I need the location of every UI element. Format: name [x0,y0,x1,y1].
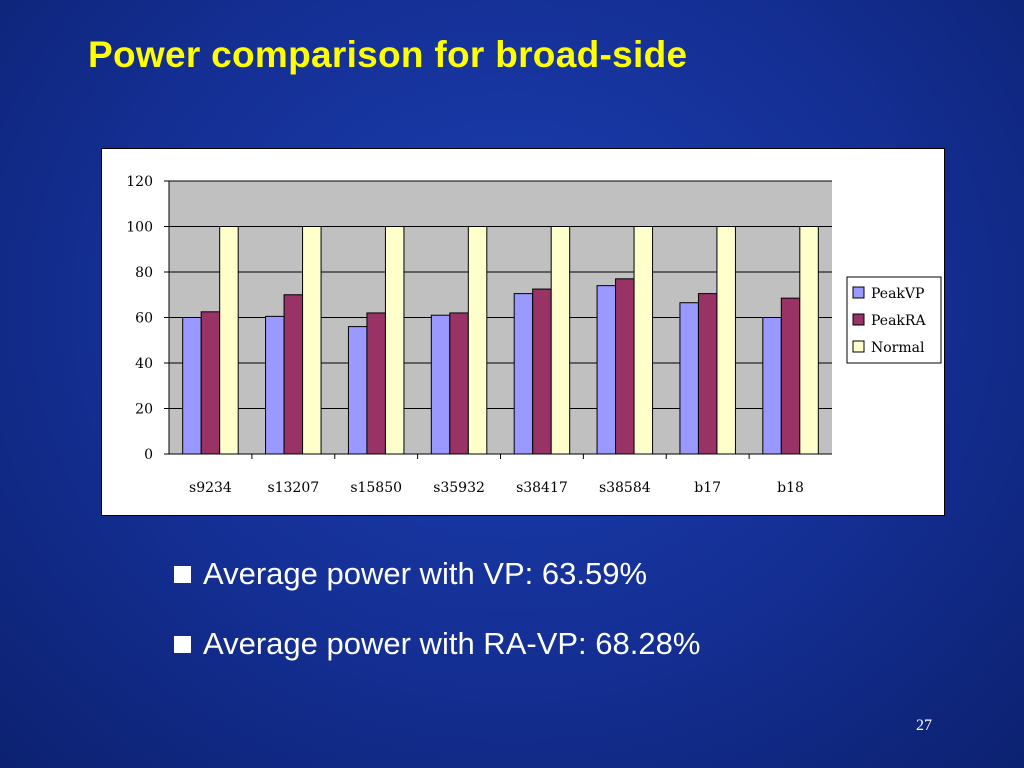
square-bullet-icon [174,565,191,583]
x-tick-label: b17 [694,480,721,496]
square-bullet-icon [174,635,191,653]
bar-normal-b17 [716,226,736,455]
bar-peakvp-s15850 [347,326,368,455]
bar-peakra-b18 [780,297,801,455]
bar-normal-s15850 [384,226,405,455]
bar-peakvp-b18 [762,317,782,455]
y-tick-label: 20 [135,402,153,418]
bar-chart: 0 20 40 60 80 100 120 s9234 s13207 s15850 s35932 s3… [126,174,942,496]
y-tick-label: 80 [135,265,153,281]
bar-normal-b18 [799,226,819,455]
bar-peakra-s38417 [532,288,552,455]
bar-peakvp-s35932 [430,314,451,455]
bar-normal-s38584 [633,226,654,455]
chart-panel: 0 20 40 60 80 100 120 s9234 s13207 s15850 s35932 s3… [101,148,945,516]
y-tick-label: 0 [144,447,153,463]
bar-peakra-s9234 [200,311,221,455]
bar-normal-s38417 [550,226,571,455]
bullet-item: Average power with RA-VP: 68.28% [174,626,700,662]
x-tick-label: s13207 [267,480,319,496]
legend-label-peakra: PeakRA [871,313,926,329]
bar-peakvp-s38417 [513,293,534,455]
bar-peakra-s13207 [283,294,304,455]
y-tick-label: 120 [126,174,153,190]
bar-normal-s35932 [467,226,488,455]
x-tick-label: b18 [777,480,804,496]
bar-peakvp-s38584 [596,285,617,455]
bar-normal-s13207 [302,226,322,455]
bar-peakra-s35932 [449,312,469,455]
legend-swatch-peakvp [852,286,865,299]
bar-normal-s9234 [219,226,239,455]
legend-label-normal: Normal [871,340,925,356]
x-tick-label: s9234 [189,480,232,496]
y-tick-label: 40 [135,356,153,372]
bar-peakra-s38584 [615,278,635,455]
slide-title: Power comparison for broad-side [88,34,688,75]
y-tick-label: 60 [135,311,153,327]
x-tick-label: s35932 [433,480,485,496]
legend-swatch-peakra [852,313,865,326]
x-tick-label: s38584 [599,480,651,496]
legend-label-peakvp: PeakVP [871,286,924,302]
bar-peakvp-s9234 [182,317,202,455]
x-tick-label: s38417 [516,480,568,496]
bullet-text: Average power with RA-VP: 68.28% [203,626,701,661]
y-tick-label: 100 [126,220,153,236]
page-number: 27 [916,717,932,734]
legend-swatch-normal [852,340,865,353]
bar-peakvp-s13207 [265,315,285,455]
bullet-list: Average power with VP: 63.59% Average po… [174,556,700,696]
x-tick-label: s15850 [350,480,402,496]
bar-peakra-b17 [697,293,718,455]
bar-peakvp-b17 [679,302,699,455]
bar-peakra-s15850 [366,312,386,455]
bullet-item: Average power with VP: 63.59% [174,556,700,592]
bullet-text: Average power with VP: 63.59% [203,556,648,591]
